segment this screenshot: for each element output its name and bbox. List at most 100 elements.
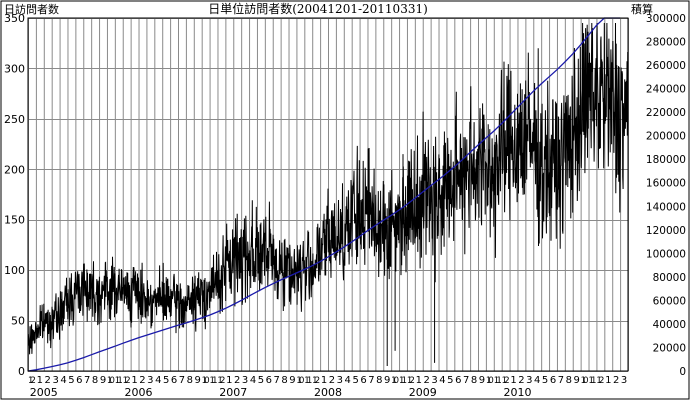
month-tick-label: 3: [621, 375, 627, 386]
month-tick-label: 3: [431, 375, 437, 386]
month-tick-label: 1: [226, 375, 232, 386]
right-tick-label: 100000: [646, 248, 686, 260]
left-tick-label: 100: [4, 264, 25, 277]
left-tick-label: 250: [4, 113, 25, 126]
spike-lines: [386, 154, 436, 366]
month-tick-label: 8: [281, 375, 287, 386]
month-tick-label: 5: [258, 375, 264, 386]
month-tick-label: 10: [486, 376, 494, 386]
month-tick-label: 8: [92, 375, 98, 386]
month-tick-label: 8: [471, 375, 477, 386]
month-tick-label: 12: [28, 376, 36, 386]
month-tick-label: 11: [588, 376, 596, 386]
month-tick-label: 2: [613, 375, 619, 386]
right-tick-label: 140000: [646, 201, 686, 213]
year-tick-labels: 2005 2006 2007 2008 2009 2010: [30, 386, 532, 399]
month-tick-label: 8: [187, 375, 193, 386]
year-tick-label: 2008: [314, 386, 342, 399]
year-tick-label: 2009: [409, 386, 437, 399]
month-tick-label: 11: [494, 376, 502, 386]
month-tick-label: 3: [242, 375, 248, 386]
right-tick-label: 220000: [646, 107, 686, 119]
month-tick-label: 11: [399, 376, 407, 386]
right-tick-label: 40000: [653, 319, 686, 331]
right-tick-label: 300000: [646, 13, 686, 25]
month-tick-label: 7: [558, 375, 564, 386]
right-tick-label: 240000: [646, 84, 686, 96]
month-tick-label: 8: [376, 375, 382, 386]
year-tick-label: 2005: [30, 386, 58, 399]
month-tick-label: 2: [139, 375, 145, 386]
right-tick-label: 260000: [646, 60, 686, 72]
month-tick-label: 2: [329, 375, 335, 386]
month-tick-label: 1: [131, 375, 137, 386]
right-axis-ticks: 0 20000 40000 60000 80000 100000 120000 140000 1…: [646, 13, 686, 378]
month-tick-label: 5: [352, 375, 358, 386]
month-tick-label: 9: [289, 375, 295, 386]
month-tick-label: 11: [304, 376, 312, 386]
month-tick-label: 1: [321, 375, 327, 386]
month-tick-label: 4: [250, 375, 256, 386]
month-tick-label: 9: [195, 375, 201, 386]
month-tick-label: 2: [234, 375, 240, 386]
month-tick-labels: 12 1 2 3 4 5 6 7 8 9 10 11 12 1 2 3 4 5 6 7 8 9 10 11 12 1 2 3 4 5 6 7 8…: [28, 375, 627, 386]
right-tick-label: 280000: [646, 37, 686, 49]
month-tick-label: 4: [60, 375, 66, 386]
left-tick-label: 300: [4, 62, 25, 75]
right-tick-label: 80000: [653, 272, 686, 284]
month-tick-label: 10: [107, 376, 115, 386]
month-tick-label: 3: [337, 375, 343, 386]
month-tick-label: 4: [345, 375, 351, 386]
left-axis-label: 日訪問者数: [4, 2, 59, 16]
month-tick-label: 6: [171, 375, 177, 386]
right-tick-label: 0: [679, 366, 686, 378]
month-tick-label: 9: [384, 375, 390, 386]
month-tick-label: 9: [573, 375, 579, 386]
daily-visitors-series: [27, 22, 629, 355]
month-tick-label: 6: [76, 375, 82, 386]
month-tick-label: 6: [550, 375, 556, 386]
cumulative-line: [27, 17, 621, 372]
month-tick-label: 5: [163, 375, 169, 386]
month-tick-label: 3: [147, 375, 153, 386]
month-tick-label: 7: [368, 375, 374, 386]
cumulative-series: [27, 17, 621, 372]
month-tick-label: 4: [155, 375, 161, 386]
month-tick-label: 12: [407, 376, 415, 386]
month-tick-label: 7: [463, 375, 469, 386]
month-tick-label: 2: [518, 375, 524, 386]
month-tick-label: 1: [416, 375, 422, 386]
month-tick-label: 4: [439, 375, 445, 386]
plot-frame: [27, 17, 629, 372]
chart-title: 日単位訪問者数(20041201-20110331): [208, 1, 428, 16]
month-tick-label: 12: [217, 376, 225, 386]
right-tick-label: 20000: [653, 342, 686, 354]
year-tick-label: 2006: [125, 386, 153, 399]
left-tick-label: 200: [4, 163, 25, 176]
left-tick-label: 350: [4, 12, 25, 25]
month-tick-label: 4: [534, 375, 540, 386]
year-tick-label: 2007: [219, 386, 247, 399]
month-tick-label: 12: [596, 376, 604, 386]
month-tick-label: 7: [273, 375, 279, 386]
month-tick-label: 7: [84, 375, 90, 386]
month-tick-label: 5: [447, 375, 453, 386]
month-tick-label: 12: [123, 376, 131, 386]
month-tick-label: 3: [52, 375, 58, 386]
month-tick-label: 5: [68, 375, 74, 386]
left-tick-label: 50: [11, 315, 25, 328]
month-tick-label: 1: [510, 375, 516, 386]
month-tick-label: 6: [360, 375, 366, 386]
month-tick-label: 6: [266, 375, 272, 386]
right-tick-label: 200000: [646, 131, 686, 143]
month-tick-label: 11: [210, 376, 218, 386]
left-axis-ticks: 0 50 100 150 200 250 300 350: [4, 12, 25, 378]
month-tick-label: 1: [605, 375, 611, 386]
month-tick-label: 9: [100, 375, 106, 386]
month-tick-label: 10: [296, 376, 304, 386]
month-tick-label: 2: [423, 375, 429, 386]
month-tick-label: 1: [37, 375, 43, 386]
